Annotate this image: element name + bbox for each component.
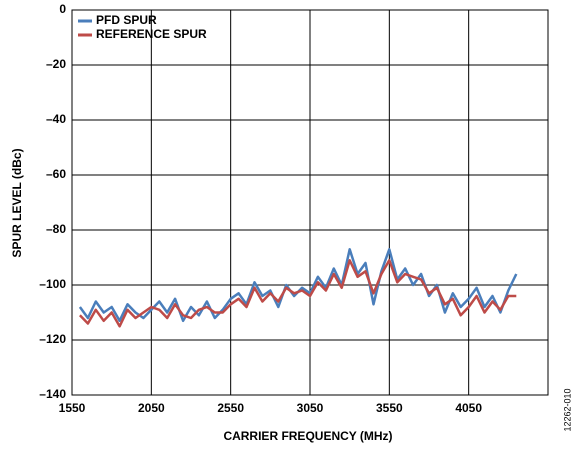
x-axis-label: CARRIER FREQUENCY (MHz) — [223, 429, 392, 443]
y-tick-label: –60 — [46, 167, 66, 181]
series-line — [79, 259, 517, 328]
figure-id: 12262-010 — [562, 388, 572, 431]
y-tick-label: 0 — [59, 2, 66, 16]
plot-frame — [71, 9, 549, 396]
y-tick-label: –40 — [46, 112, 66, 126]
legend-swatch — [78, 33, 92, 37]
y-tick-label: –140 — [39, 387, 66, 401]
x-tick-label: 3550 — [376, 401, 403, 415]
x-tick-label: 3050 — [297, 401, 324, 415]
y-tick-label: –100 — [39, 277, 66, 291]
legend-swatch — [78, 19, 92, 23]
legend-label: PFD SPUR — [96, 13, 157, 27]
y-tick-label: –20 — [46, 57, 66, 71]
y-axis-label: SPUR LEVEL (dBc) — [10, 148, 24, 257]
x-tick-label: 2550 — [217, 401, 244, 415]
x-tick-label: 2050 — [138, 401, 165, 415]
legend-label: REFERENCE SPUR — [96, 27, 207, 41]
x-tick-label: 1550 — [59, 401, 86, 415]
x-tick-label: 4050 — [455, 401, 482, 415]
y-tick-label: –120 — [39, 332, 66, 346]
y-tick-label: –80 — [46, 222, 66, 236]
